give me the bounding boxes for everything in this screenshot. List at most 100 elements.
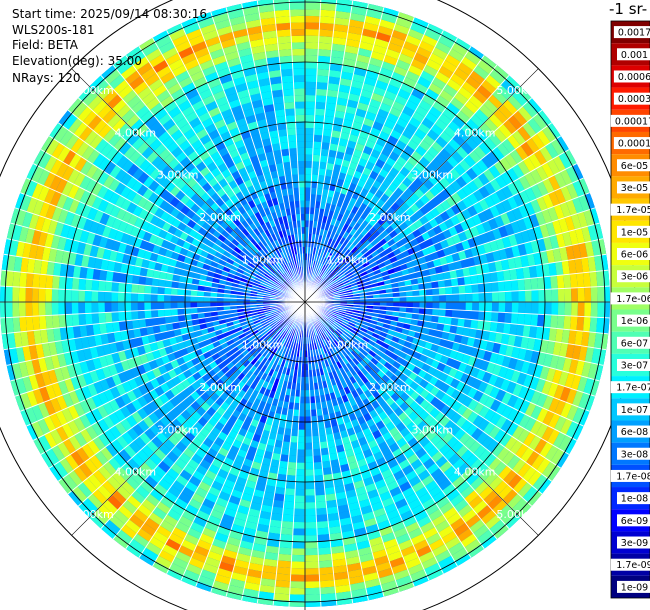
range-gate [555,356,566,371]
range-gate [596,187,609,206]
range-gate [438,372,449,383]
range-gate [574,330,584,346]
range-gate [423,275,432,283]
range-gate [460,419,473,433]
range-gate [305,535,318,542]
range-gate [522,121,537,138]
range-gate [506,454,521,470]
range-gate [388,442,400,453]
range-gate [490,191,502,205]
range-gate [305,548,319,556]
range-gate [45,302,53,316]
range-gate [305,9,321,17]
range-gate [350,246,358,254]
range-gate [505,48,523,65]
range-gate [339,131,350,141]
range-gate [462,267,471,277]
range-gate [324,287,331,292]
range-gate [315,194,322,202]
range-gate [424,190,436,201]
range-gate [305,561,319,569]
range-gate [305,194,311,201]
range-gate [531,302,539,315]
range-gate [364,364,372,373]
range-gate [117,554,135,570]
range-gate [334,411,343,420]
range-gate [356,458,368,468]
range-gate [386,297,394,302]
range-gate [545,367,556,383]
range-gate [414,161,426,173]
range-gate [329,334,336,342]
range-gate [372,164,383,175]
range-gate [487,495,503,510]
range-gate [157,302,165,310]
range-gate [589,271,598,287]
range-gate [112,321,121,333]
range-gate [51,288,59,302]
range-gate [318,270,323,278]
range-gate [350,439,361,449]
range-gate [530,390,542,405]
range-gate [368,209,378,219]
range-gate [509,149,523,165]
range-gate [70,532,87,549]
range-gate [424,356,434,366]
range-gate [343,51,358,61]
range-gate [465,453,479,467]
range-gate [545,142,559,159]
range-gate [449,493,465,507]
range-gate [552,219,563,235]
range-gate [377,567,394,579]
range-gate [360,505,373,515]
range-gate [424,562,441,576]
range-gate [305,442,313,450]
range-gate [277,560,292,568]
range-gate [465,514,481,529]
range-gate [556,135,570,153]
range-gate [557,288,565,302]
range-gate [501,138,516,154]
range-gate [360,349,369,357]
range-gate [377,378,386,388]
range-gate [12,317,21,333]
range-gate [537,276,545,290]
range-gate [368,323,377,329]
range-gate [320,272,326,279]
range-gate [150,293,158,302]
range-gate [432,288,440,296]
range-gate [535,378,546,393]
range-gate [401,593,420,606]
range-gate [330,357,337,365]
range-gate [389,426,400,437]
range-gate [575,227,585,244]
range-gate [352,73,366,83]
range-gate [415,105,429,118]
range-gate [348,433,358,443]
range-gate [418,339,427,348]
range-gate [419,302,427,309]
range-gate [378,441,389,452]
range-gate [317,277,322,284]
range-gate [485,514,501,530]
range-gate [451,341,461,352]
range-gate [407,155,419,167]
range-gate [530,184,543,199]
range-gate [568,229,579,246]
range-gate [517,106,533,122]
range-gate [317,174,325,183]
range-gate [450,517,466,531]
range-gate [457,362,468,373]
range-gate [461,407,474,420]
range-gate [458,432,471,445]
range-gate [360,559,376,569]
range-gate [337,326,345,333]
range-gate [327,83,340,91]
range-gate [305,75,317,83]
range-gate [550,314,558,329]
range-gate [399,150,412,162]
range-gate [340,323,348,329]
range-gate [348,161,358,171]
range-gate [451,192,462,204]
range-gate [325,321,332,327]
